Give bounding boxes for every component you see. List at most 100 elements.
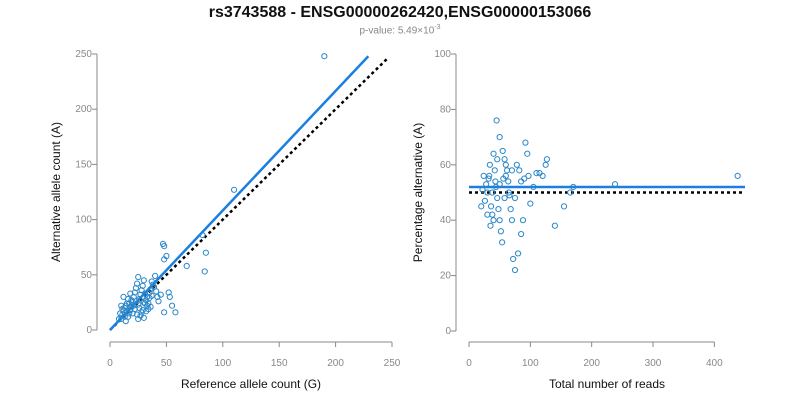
data-point	[165, 289, 172, 296]
x-tick-label: 100	[522, 358, 539, 369]
data-point	[494, 156, 501, 163]
data-point	[524, 150, 531, 157]
data-point	[611, 181, 619, 188]
data-point	[505, 189, 512, 196]
x-tick-label: 150	[271, 358, 288, 369]
data-point	[489, 189, 496, 196]
data-point	[135, 273, 142, 281]
data-point	[153, 288, 160, 295]
data-point	[133, 280, 141, 287]
data-point	[513, 161, 520, 168]
data-point	[132, 284, 140, 292]
data-point	[122, 318, 129, 325]
data-point	[127, 290, 134, 297]
data-point	[506, 192, 513, 199]
data-point	[497, 228, 504, 235]
data-point	[148, 292, 155, 299]
x-axis-title: Reference allele count (G)	[181, 377, 321, 391]
data-point	[496, 134, 503, 141]
data-point	[201, 268, 208, 275]
data-point	[486, 172, 493, 179]
p-value-text: p-value: 5.49×10	[359, 25, 435, 37]
data-point	[135, 301, 142, 308]
data-point	[481, 197, 489, 204]
data-point	[522, 139, 529, 146]
data-point	[484, 211, 491, 218]
y-axis-title: Alternative allele count (A)	[49, 122, 63, 262]
data-point	[124, 295, 132, 303]
data-point	[480, 172, 487, 179]
data-point	[115, 315, 123, 323]
data-point	[148, 278, 155, 285]
x-tick-label: 400	[706, 358, 723, 369]
data-point	[123, 300, 131, 307]
data-point	[505, 178, 512, 185]
data-point	[511, 194, 519, 202]
data-point	[539, 172, 546, 179]
data-point	[514, 250, 522, 257]
data-point	[142, 308, 150, 315]
y-tick-label: 80	[440, 104, 452, 115]
data-point	[118, 302, 125, 309]
data-point	[152, 272, 159, 280]
data-point	[525, 172, 532, 179]
fit-line	[109, 55, 370, 331]
data-point	[501, 156, 508, 163]
y-tick-label: 0	[445, 326, 451, 337]
data-point	[496, 181, 503, 188]
data-point	[161, 309, 168, 316]
data-point	[499, 147, 506, 155]
y-axis-title: Percentage alternative (A)	[411, 123, 425, 262]
p-value-exponent: -3	[434, 24, 441, 31]
reference-line	[109, 56, 390, 331]
x-tick-label: 100	[214, 358, 231, 369]
data-point	[570, 183, 577, 191]
data-point	[533, 170, 540, 177]
data-point	[478, 203, 485, 210]
data-point	[567, 189, 574, 196]
data-point	[542, 161, 549, 168]
percentage-alternative-scatter-panel: 0 100 200 300 400 Total number of reads 0 20 40 6…	[411, 49, 745, 391]
y-tick-label: 150	[75, 159, 92, 170]
data-point	[486, 161, 493, 168]
data-point	[321, 53, 328, 60]
data-point	[199, 231, 206, 239]
y-tick-label: 100	[75, 215, 92, 226]
data-point	[121, 313, 128, 320]
data-point	[508, 167, 516, 174]
data-point	[137, 312, 144, 319]
data-point	[166, 293, 173, 300]
data-point	[140, 277, 147, 284]
data-point	[117, 310, 124, 317]
data-point	[494, 194, 501, 202]
chart-subtitle: p-value: 5.49×10-3	[0, 24, 800, 36]
data-point	[147, 303, 154, 310]
data-point	[518, 230, 525, 238]
y-tick-label: 0	[86, 325, 92, 336]
data-point	[496, 217, 503, 224]
allele-count-scatter-panel: 0 50 100 150 200 250 Reference allele count (G…	[49, 49, 401, 391]
y-tick-label: 200	[75, 104, 92, 115]
x-tick-label: 200	[327, 358, 344, 369]
data-point	[543, 156, 550, 163]
y-tick-label: 50	[81, 270, 93, 281]
data-point	[140, 299, 147, 306]
data-point	[230, 186, 238, 193]
data-point	[551, 222, 558, 229]
data-point	[202, 249, 209, 256]
data-point	[493, 117, 500, 124]
data-point	[487, 203, 495, 210]
x-axis-title: Total number of reads	[549, 377, 665, 391]
x-tick-label: 0	[466, 358, 472, 369]
data-point	[501, 194, 508, 202]
data-point	[560, 203, 568, 210]
data-point	[491, 167, 498, 174]
data-point	[734, 172, 741, 179]
chart-title: rs3743588 - ENSG00000262420,ENSG00000153…	[208, 4, 592, 21]
data-point	[139, 282, 146, 289]
y-tick-label: 60	[440, 160, 452, 171]
data-point	[163, 252, 170, 260]
data-point	[502, 161, 509, 168]
data-point	[511, 266, 519, 274]
